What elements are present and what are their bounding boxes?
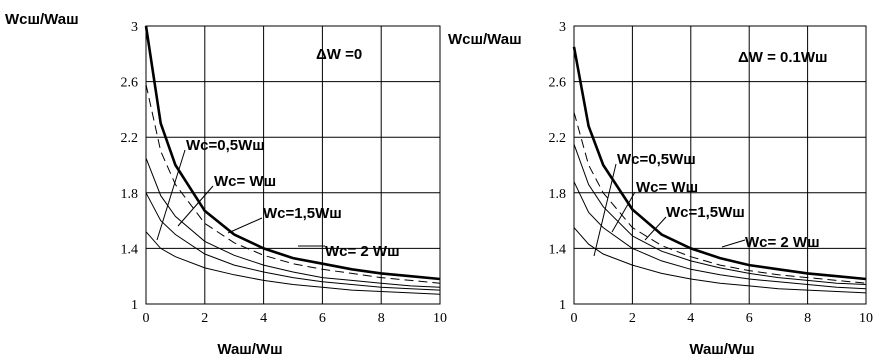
y-tick-label: 1.4 xyxy=(121,242,139,257)
y-tick-label: 1.4 xyxy=(549,242,567,257)
delta-annotation: ΔW =0 xyxy=(316,46,362,63)
plot-frame-right xyxy=(573,25,867,305)
curve-line xyxy=(573,227,867,294)
x-tick-label: 6 xyxy=(319,311,326,326)
y-tick-label: 2.6 xyxy=(121,76,139,91)
curve-line xyxy=(145,84,441,284)
curve-label: Wc=0,5Wш xyxy=(617,151,696,168)
y-tick-label: 1.8 xyxy=(121,187,139,202)
y-tick-label: 1 xyxy=(131,298,138,313)
ticks-left: 0 2 4 6 8 10 1 1.4 1.8 2.2 2.6 3 xyxy=(121,20,448,326)
delta-annotation: ΔW = 0.1Wш xyxy=(738,49,828,66)
curve-line xyxy=(573,112,867,284)
curve-line xyxy=(145,192,441,291)
leaders-left xyxy=(156,149,325,247)
curve-label: Wc= Wш xyxy=(214,173,276,190)
leaders-right xyxy=(593,163,746,257)
y-axis-label: Wcш/Waш xyxy=(5,11,79,28)
curve-line xyxy=(572,46,867,281)
x-tick-label: 2 xyxy=(629,311,636,326)
leader-line xyxy=(644,216,667,241)
curve-line xyxy=(145,157,441,288)
leader-line xyxy=(227,217,263,234)
curve-line xyxy=(573,144,867,285)
leader-line xyxy=(721,239,746,248)
curve-label: Wc= Wш xyxy=(636,179,698,196)
x-tick-label: 4 xyxy=(260,311,267,326)
leader-line xyxy=(177,185,214,227)
x-tick-label: 0 xyxy=(143,311,150,326)
y-tick-label: 2.6 xyxy=(549,76,567,91)
y-tick-label: 1 xyxy=(559,298,566,313)
curve-line xyxy=(573,181,867,290)
curve-label: Wc=1,5Wш xyxy=(666,204,745,221)
x-tick-label: 8 xyxy=(378,311,385,326)
x-tick-label: 10 xyxy=(433,311,447,326)
series-layer-left xyxy=(144,25,441,295)
chart-right: 0 2 4 6 8 10 1 1.4 1.8 2.2 2.6 3 Wcш/Waш Waш/Wш ΔW … xyxy=(448,20,873,358)
leader-line xyxy=(611,191,636,233)
chart-left: 0 2 4 6 8 10 1 1.4 1.8 2.2 2.6 3 Wcш/Waш Waш/Wш ΔW … xyxy=(5,11,447,358)
leader-line xyxy=(593,163,617,257)
plot-frame-left xyxy=(145,25,441,305)
curve-line xyxy=(144,25,441,281)
leader-line xyxy=(156,149,186,241)
curve-label: Wc=1,5Wш xyxy=(263,205,342,222)
x-tick-label: 8 xyxy=(804,311,811,326)
x-tick-label: 0 xyxy=(571,311,578,326)
curve-label: Wc= 2 Wш xyxy=(325,243,400,260)
y-tick-label: 1.8 xyxy=(549,187,567,202)
ticks-right: 0 2 4 6 8 10 1 1.4 1.8 2.2 2.6 3 xyxy=(549,20,874,326)
x-tick-label: 4 xyxy=(687,311,694,326)
y-tick-label: 2.2 xyxy=(549,131,567,146)
x-axis-label: Waш/Wш xyxy=(217,341,282,358)
x-tick-label: 6 xyxy=(746,311,753,326)
y-axis-label: Wcш/Waш xyxy=(448,31,522,48)
x-axis-label: Waш/Wш xyxy=(689,341,754,358)
curve-label: Wc= 2 Wш xyxy=(745,234,820,251)
curve-label: Wc=0,5Wш xyxy=(186,137,265,154)
series-layer-right xyxy=(572,46,867,294)
x-tick-label: 2 xyxy=(201,311,208,326)
x-tick-label: 10 xyxy=(859,311,873,326)
y-tick-label: 2.2 xyxy=(121,131,139,146)
y-tick-label: 3 xyxy=(559,20,566,35)
curve-line xyxy=(145,231,441,295)
y-tick-label: 3 xyxy=(131,20,138,35)
